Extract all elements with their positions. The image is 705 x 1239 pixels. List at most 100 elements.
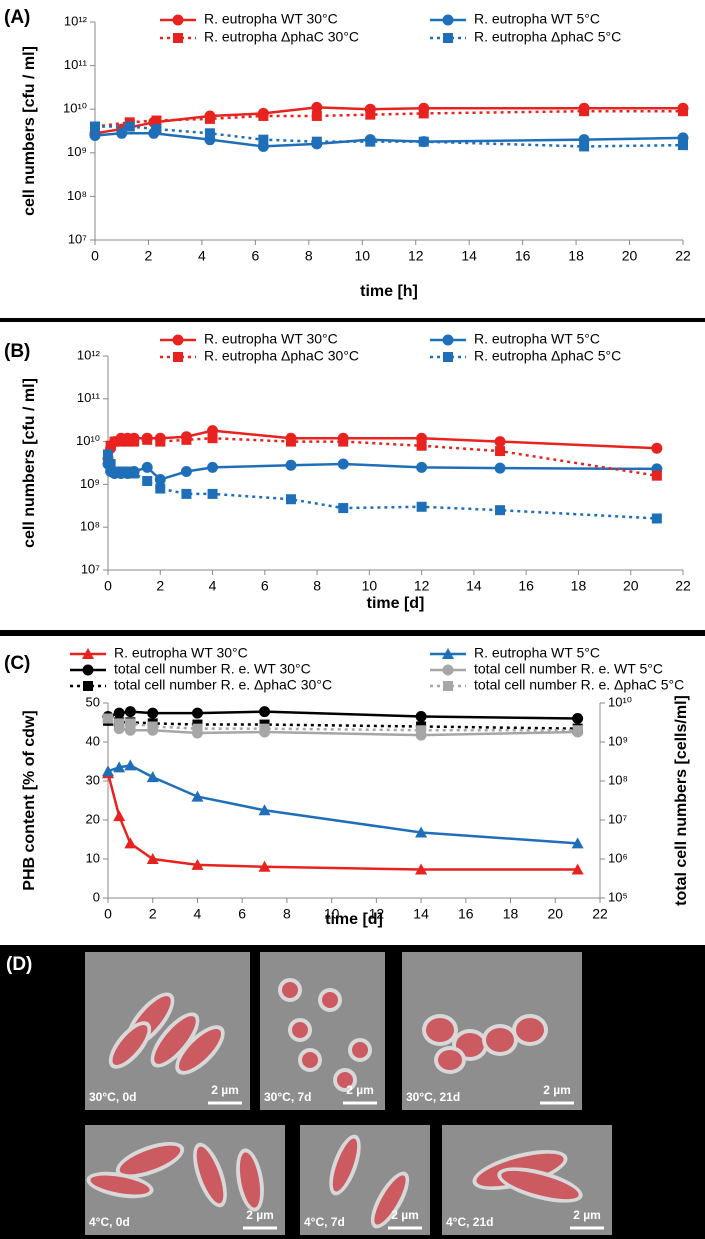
y-tick-label: 10⁸ bbox=[80, 519, 100, 534]
y-axis-label: PHB content [% of cdw] bbox=[21, 710, 38, 890]
y-tick-label: 10¹² bbox=[64, 13, 88, 28]
legend-label: R. eutropha ΔphaC 30°C bbox=[204, 348, 359, 364]
data-point bbox=[142, 434, 153, 445]
x-tick-label: 22 bbox=[675, 578, 691, 594]
x-tick-label: 8 bbox=[305, 248, 313, 264]
data-point bbox=[311, 136, 322, 147]
y-tick-label: 10¹⁰ bbox=[76, 433, 100, 448]
data-point bbox=[365, 136, 376, 147]
y-tick-label: 10⁹ bbox=[67, 144, 87, 159]
data-point bbox=[105, 458, 116, 469]
legend-marker bbox=[442, 14, 454, 26]
legend-marker bbox=[172, 14, 184, 26]
y2-tick-label: 10⁸ bbox=[608, 772, 628, 787]
data-point bbox=[416, 725, 427, 736]
micrograph-caption: 4°C, 21d bbox=[446, 1215, 493, 1229]
legend-marker bbox=[443, 352, 453, 362]
x-tick-label: 10 bbox=[354, 248, 370, 264]
data-point bbox=[338, 503, 349, 514]
legend-marker bbox=[443, 681, 453, 691]
x-tick-label: 14 bbox=[461, 248, 477, 264]
y2-tick-label: 10¹⁰ bbox=[608, 694, 632, 709]
data-point bbox=[338, 436, 349, 447]
data-point bbox=[337, 458, 349, 470]
data-point bbox=[155, 483, 166, 494]
panel-label: (B) bbox=[4, 341, 30, 362]
x-tick-label: 10 bbox=[362, 578, 378, 594]
micrograph-caption: 4°C, 7d bbox=[304, 1215, 345, 1229]
data-point bbox=[571, 863, 584, 875]
data-point bbox=[109, 466, 120, 477]
data-point bbox=[125, 718, 136, 729]
x-tick-label: 12 bbox=[414, 578, 430, 594]
y2-axis-label: total cell numbers [cells/ml] bbox=[673, 695, 690, 906]
data-point bbox=[207, 488, 218, 499]
data-point bbox=[204, 113, 215, 124]
x-tick-label: 8 bbox=[313, 578, 321, 594]
data-point bbox=[146, 853, 159, 864]
x-tick-label: 2 bbox=[156, 578, 164, 594]
data-point bbox=[129, 468, 140, 479]
data-point bbox=[90, 121, 100, 132]
data-point bbox=[122, 436, 133, 447]
data-point bbox=[311, 110, 322, 121]
cell-stain bbox=[112, 1024, 148, 1066]
data-point bbox=[122, 466, 133, 477]
x-tick-label: 16 bbox=[518, 578, 534, 594]
x-tick-label: 20 bbox=[547, 906, 563, 922]
data-point bbox=[494, 462, 506, 474]
panel-label: (A) bbox=[4, 7, 30, 28]
x-tick-label: 6 bbox=[261, 578, 269, 594]
micrograph-caption: 4°C, 0d bbox=[89, 1215, 130, 1229]
x-axis-label: time [d] bbox=[325, 911, 383, 928]
cell-stain bbox=[438, 1050, 462, 1070]
x-tick-label: 18 bbox=[503, 906, 519, 922]
x-tick-label: 16 bbox=[515, 248, 531, 264]
cell-stain bbox=[302, 1052, 318, 1068]
x-tick-label: 18 bbox=[571, 578, 587, 594]
x-tick-label: 8 bbox=[283, 906, 291, 922]
data-point bbox=[579, 141, 590, 152]
data-point bbox=[146, 771, 159, 783]
legend-label: R. eutropha ΔphaC 5°C bbox=[474, 348, 621, 364]
data-point bbox=[129, 436, 140, 447]
legend-label: R. eutropha WT 5°C bbox=[474, 11, 600, 27]
legend-label: R. eutropha WT 5°C bbox=[474, 331, 600, 347]
scale-label: 2 µm bbox=[573, 1208, 601, 1222]
data-point bbox=[191, 707, 203, 719]
data-point bbox=[109, 436, 120, 447]
y2-tick-label: 10⁶ bbox=[608, 850, 628, 865]
data-point bbox=[259, 706, 271, 718]
y-tick-label: 20 bbox=[86, 811, 100, 826]
data-point bbox=[572, 725, 583, 736]
legend-label: total cell number R. e. ΔphaC 30°C bbox=[114, 677, 332, 693]
data-point bbox=[651, 470, 662, 481]
data-point bbox=[418, 108, 429, 119]
cell-stain bbox=[501, 1170, 579, 1200]
cell-stain bbox=[332, 1138, 358, 1192]
legend-marker bbox=[82, 664, 94, 676]
x-tick-label: 20 bbox=[622, 248, 638, 264]
legend-marker bbox=[83, 681, 93, 691]
micrograph-caption: 30°C, 0d bbox=[89, 1090, 136, 1104]
data-point bbox=[416, 501, 427, 512]
y-tick-label: 10¹¹ bbox=[77, 390, 101, 405]
legend-marker bbox=[443, 33, 453, 43]
data-point bbox=[142, 476, 153, 487]
panel-label: (C) bbox=[4, 653, 30, 674]
data-point bbox=[113, 810, 126, 822]
data-point bbox=[191, 858, 204, 870]
data-point bbox=[116, 127, 128, 139]
y-tick-label: 10⁹ bbox=[80, 476, 100, 491]
y-axis-label: cell numbers [cfu / ml] bbox=[21, 46, 38, 216]
y-tick-label: 10⁸ bbox=[67, 188, 87, 203]
x-tick-label: 2 bbox=[149, 906, 157, 922]
legend-label: total cell number R. e. WT 5°C bbox=[474, 661, 663, 677]
legend-marker bbox=[173, 33, 183, 43]
panel-c bbox=[0, 636, 705, 945]
y-tick-label: 10⁷ bbox=[68, 231, 87, 246]
x-tick-label: 22 bbox=[675, 248, 691, 264]
x-tick-label: 4 bbox=[198, 248, 206, 264]
data-point bbox=[494, 436, 506, 448]
